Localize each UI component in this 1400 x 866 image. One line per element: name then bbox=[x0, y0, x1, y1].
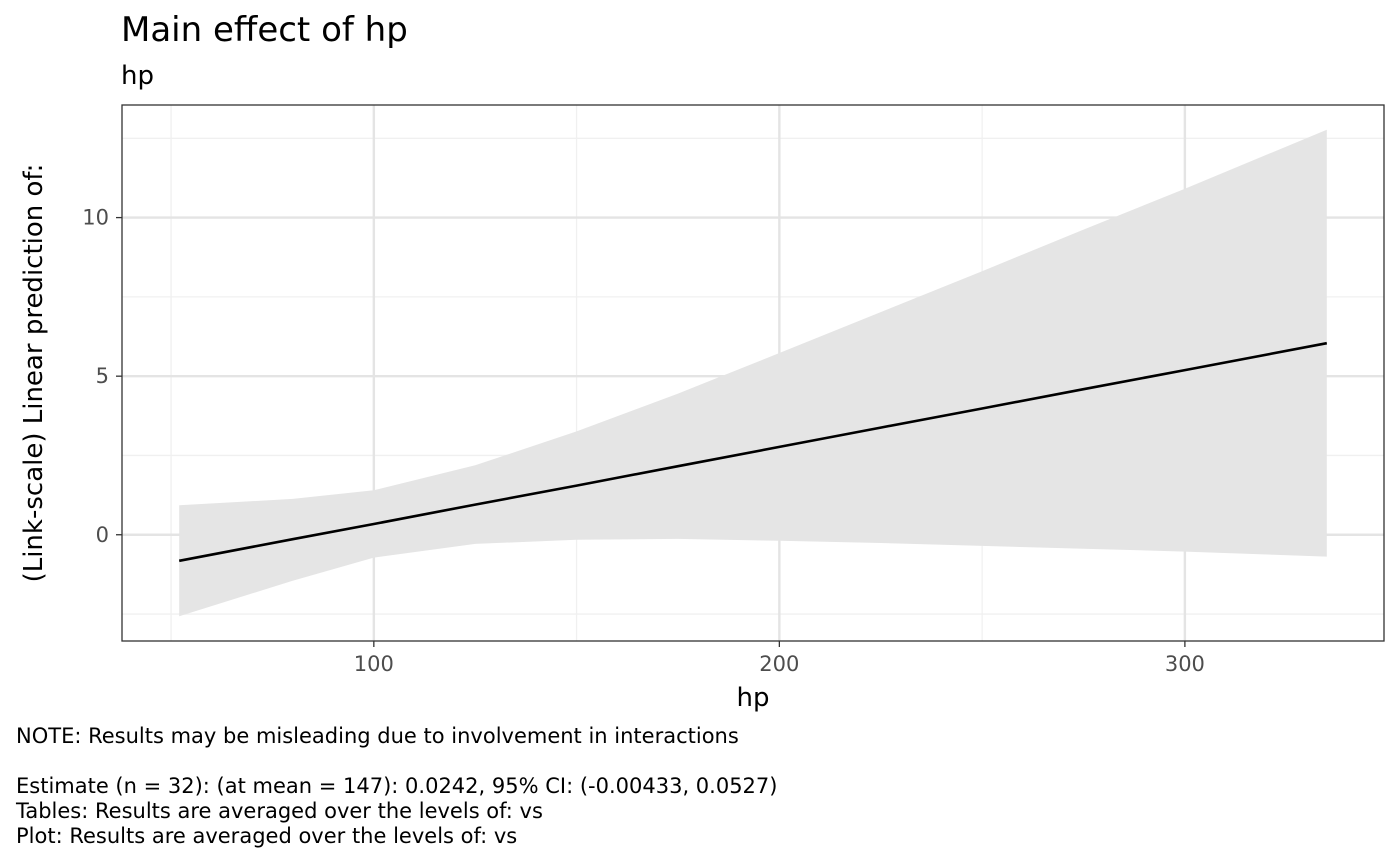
axes: 100 200 300 0 5 10 bbox=[82, 206, 1205, 676]
y-tick-label-2: 10 bbox=[82, 206, 109, 230]
y-tick-label-1: 5 bbox=[96, 364, 109, 388]
caption-estimate: Estimate (n = 32): (at mean = 147): 0.02… bbox=[16, 774, 778, 798]
confidence-band-layer bbox=[179, 129, 1327, 617]
y-tick-label-0: 0 bbox=[96, 523, 109, 547]
caption-tables: Tables: Results are averaged over the le… bbox=[16, 799, 543, 823]
x-tick-label-0: 100 bbox=[354, 652, 394, 676]
chart-subtitle: hp bbox=[121, 61, 154, 91]
caption-note: NOTE: Results may be misleading due to i… bbox=[16, 724, 739, 748]
x-axis-label: hp bbox=[737, 683, 770, 713]
y-axis-label: (Link-scale) Linear prediction of: bbox=[19, 164, 49, 583]
plot-panel-border bbox=[121, 104, 1385, 642]
prediction-line bbox=[178, 341, 1328, 563]
caption-plot: Plot: Results are averaged over the leve… bbox=[16, 824, 518, 848]
x-tick-label-1: 200 bbox=[759, 652, 799, 676]
chart-title: Main effect of hp bbox=[121, 10, 408, 50]
confidence-band bbox=[179, 129, 1327, 617]
x-tick-label-2: 300 bbox=[1165, 652, 1205, 676]
prediction-line-layer bbox=[178, 341, 1328, 563]
